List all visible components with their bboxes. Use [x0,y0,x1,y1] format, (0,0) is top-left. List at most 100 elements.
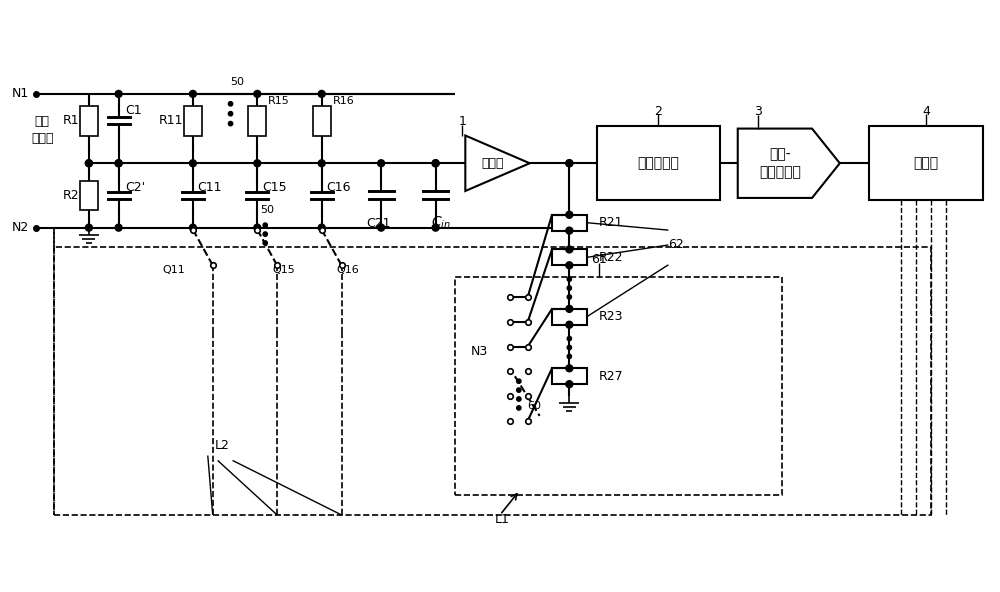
Text: 60: 60 [528,401,542,411]
Text: Q16: Q16 [337,265,359,275]
Circle shape [566,246,573,253]
Text: 62: 62 [668,239,684,252]
Text: 信号调理器: 信号调理器 [638,156,679,170]
Circle shape [566,381,573,388]
Circle shape [263,232,267,236]
Circle shape [517,379,521,384]
Text: L2: L2 [215,439,230,452]
Text: L1: L1 [495,513,510,526]
Circle shape [378,224,385,231]
Text: C15: C15 [262,181,286,194]
Circle shape [228,111,233,116]
Bar [455,277,782,495]
Text: 信号: 信号 [35,115,50,128]
Text: 2: 2 [655,105,662,118]
Circle shape [115,224,122,231]
Circle shape [566,211,573,218]
Text: N3: N3 [470,345,488,358]
Text: R27: R27 [599,370,624,383]
Text: Q11: Q11 [162,265,185,275]
Circle shape [189,224,196,231]
Circle shape [517,388,521,392]
Text: 3: 3 [754,105,761,118]
Bar [552,249,587,265]
Circle shape [566,227,573,234]
Text: 模拟-: 模拟- [770,147,791,162]
Text: C1: C1 [125,104,142,117]
Circle shape [254,91,261,97]
Circle shape [566,160,573,167]
Bar [184,106,202,136]
Circle shape [567,354,572,359]
Text: C16: C16 [326,181,351,194]
Bar [552,215,587,231]
Text: 缓冲器: 缓冲器 [481,157,504,170]
Circle shape [567,295,572,299]
Circle shape [318,160,325,167]
Circle shape [254,160,261,167]
Circle shape [567,345,572,350]
Text: R15: R15 [268,96,290,106]
Text: Q15: Q15 [272,265,295,275]
Bar [80,106,98,136]
Circle shape [567,286,572,290]
Circle shape [566,365,573,372]
Text: 1: 1 [458,115,466,128]
Text: 处理器: 处理器 [913,156,939,170]
Circle shape [254,224,261,231]
Text: R23: R23 [599,310,624,323]
Bar [80,181,98,210]
Text: 50: 50 [230,77,244,87]
Circle shape [567,336,572,341]
Circle shape [85,224,92,231]
Text: 4: 4 [922,105,930,118]
Text: C2': C2' [125,181,146,194]
Bar [248,106,266,136]
Text: R11: R11 [159,114,183,127]
Bar [597,126,720,201]
Text: R16: R16 [333,96,354,106]
Bar [552,368,587,384]
Text: N2: N2 [12,221,29,234]
Text: $C_{in}$: $C_{in}$ [431,215,451,231]
Text: C11: C11 [197,181,222,194]
Text: 50: 50 [260,205,274,215]
Circle shape [263,241,267,245]
Circle shape [85,160,92,167]
Circle shape [228,121,233,126]
Text: 输入端: 输入端 [31,132,54,145]
Circle shape [189,91,196,97]
Bar [313,106,331,136]
Circle shape [566,305,573,313]
Circle shape [566,262,573,269]
Text: R2: R2 [63,189,79,202]
Circle shape [189,160,196,167]
Text: R1: R1 [63,114,79,127]
Bar [54,247,931,515]
Circle shape [115,160,122,167]
Circle shape [115,160,122,167]
Circle shape [517,397,521,401]
Circle shape [228,102,233,106]
Text: C21: C21 [366,217,390,230]
Circle shape [318,91,325,97]
Text: N1: N1 [12,88,29,101]
Circle shape [432,224,439,231]
Text: R21: R21 [599,216,624,229]
Circle shape [566,321,573,328]
Circle shape [432,160,439,167]
Circle shape [378,160,385,167]
Circle shape [85,160,92,167]
Bar [869,126,983,201]
Bar [552,309,587,325]
Text: R22: R22 [599,251,624,264]
Circle shape [566,160,573,167]
Text: 61: 61 [591,253,607,266]
Circle shape [263,223,267,227]
Circle shape [567,277,572,281]
Circle shape [432,160,439,167]
Circle shape [115,91,122,97]
Circle shape [517,406,521,410]
Circle shape [318,224,325,231]
Text: 数字转换器: 数字转换器 [759,165,801,179]
